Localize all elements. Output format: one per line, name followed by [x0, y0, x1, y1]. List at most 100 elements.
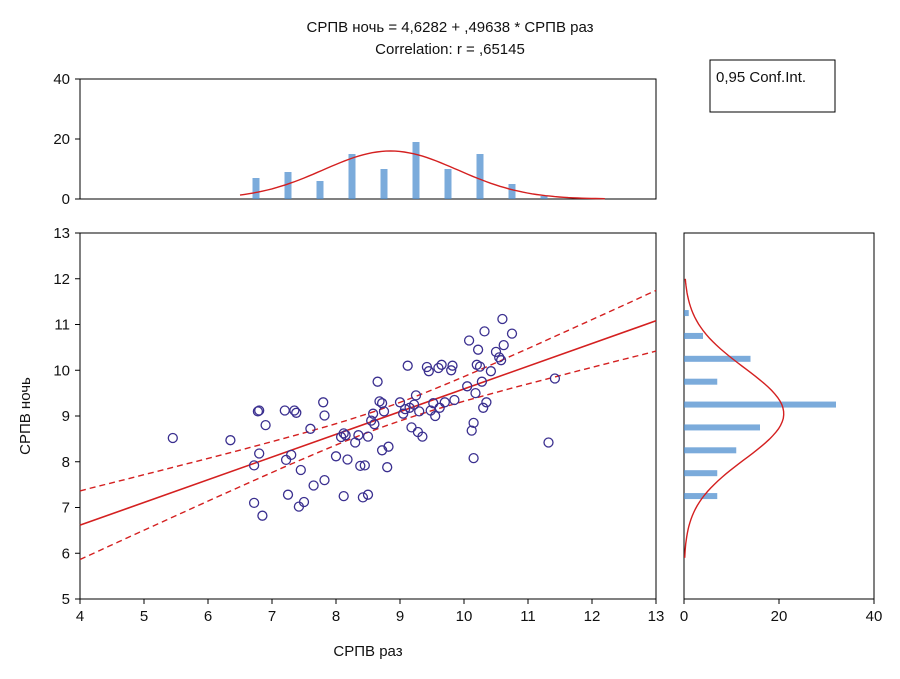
top-hist-tick-label: 0: [62, 191, 70, 208]
right-hist-tick-label: 40: [866, 608, 883, 625]
data-point: [399, 403, 411, 415]
data-point: [414, 406, 425, 417]
x-tick-label: 12: [584, 608, 601, 625]
data-point: [295, 464, 306, 476]
data-point: [286, 449, 297, 461]
data-point: [338, 428, 349, 439]
y-tick-label: 8: [62, 454, 70, 471]
data-point: [305, 423, 316, 434]
regression-line: [79, 320, 657, 526]
data-point: [298, 496, 310, 508]
data-point: [462, 381, 473, 392]
data-point: [498, 339, 509, 351]
right-hist-bar: [684, 378, 718, 385]
right-hist-bar: [684, 332, 703, 339]
data-point: [436, 359, 447, 370]
data-point: [468, 452, 479, 464]
data-point: [485, 366, 497, 377]
data-point: [423, 366, 434, 377]
top-hist-tick-label: 20: [53, 131, 70, 148]
x-tick-label: 7: [268, 608, 276, 625]
data-point: [248, 497, 260, 509]
right-hist-bar: [684, 424, 760, 431]
data-point: [474, 361, 486, 372]
data-point: [410, 390, 422, 401]
data-point: [338, 490, 349, 502]
right-hist-bar: [684, 310, 689, 317]
right-hist-bar: [684, 447, 737, 454]
y-tick-label: 9: [62, 408, 70, 425]
data-point: [308, 480, 319, 491]
chart-subtitle: Correlation: r = ,65145: [375, 41, 525, 58]
top-hist-bar: [380, 169, 388, 199]
top-hist-bar: [476, 154, 484, 199]
data-point: [289, 405, 300, 416]
data-point: [378, 406, 390, 417]
data-point: [342, 454, 353, 465]
data-point: [330, 451, 342, 462]
top-hist-bar: [316, 181, 324, 199]
x-tick-label: 10: [456, 608, 473, 625]
top-hist-bar: [348, 154, 356, 199]
x-tick-label: 5: [140, 608, 148, 625]
data-point: [225, 435, 236, 446]
x-tick-label: 6: [204, 608, 212, 625]
data-point: [398, 408, 409, 419]
data-point: [318, 397, 329, 408]
data-point: [495, 355, 507, 366]
x-tick-label: 4: [76, 608, 84, 625]
data-point: [248, 460, 260, 471]
data-point: [282, 489, 294, 500]
y-tick-label: 7: [62, 500, 70, 517]
data-point: [494, 352, 505, 363]
right-hist-bar: [684, 355, 751, 362]
top-hist-bar: [508, 184, 516, 199]
y-tick-label: 5: [62, 591, 70, 608]
data-point: [362, 431, 374, 442]
data-point: [254, 448, 265, 459]
y-tick-label: 10: [53, 362, 70, 379]
y-tick-label: 11: [54, 317, 70, 334]
data-point: [543, 437, 554, 448]
right-hist-bar: [684, 493, 718, 500]
right-hist-tick-label: 20: [771, 608, 788, 625]
legend: 0,95 Conf.Int.: [709, 59, 836, 113]
data-point: [340, 430, 351, 441]
data-point: [367, 408, 379, 419]
data-point: [447, 360, 458, 371]
data-point: [383, 441, 394, 452]
data-point: [476, 376, 488, 387]
data-point: [319, 474, 330, 486]
data-point: [252, 406, 264, 417]
chart-title: СРПВ ночь = 4,6282 + ,49638 * СРПВ раз: [306, 19, 593, 36]
data-point: [479, 326, 490, 337]
x-tick-label: 11: [520, 608, 536, 625]
data-point: [506, 328, 518, 339]
data-point: [260, 419, 271, 431]
legend-box: [709, 59, 836, 113]
right-histogram: 0 20 40: [680, 278, 883, 625]
x-tick-label: 9: [396, 608, 404, 625]
data-point: [417, 431, 428, 442]
right-hist-normal-curve: [684, 278, 785, 558]
x-tick-label: 8: [332, 608, 340, 625]
data-point: [466, 425, 477, 436]
top-hist-bar: [284, 172, 292, 199]
right-hist-tick-label: 0: [680, 608, 688, 625]
y-axis-label: СРПВ ночь: [17, 377, 34, 455]
data-point: [463, 335, 475, 346]
data-point: [439, 397, 450, 408]
right-hist-bar: [684, 401, 836, 408]
data-point: [402, 360, 413, 371]
y-tick-label: 6: [62, 545, 70, 562]
data-point: [355, 460, 366, 472]
top-hist-bar: [540, 196, 548, 199]
data-point: [369, 419, 380, 430]
data-point: [430, 410, 441, 422]
data-point: [468, 417, 479, 429]
data-point: [497, 313, 508, 325]
data-point: [549, 373, 561, 384]
data-point: [446, 365, 457, 376]
